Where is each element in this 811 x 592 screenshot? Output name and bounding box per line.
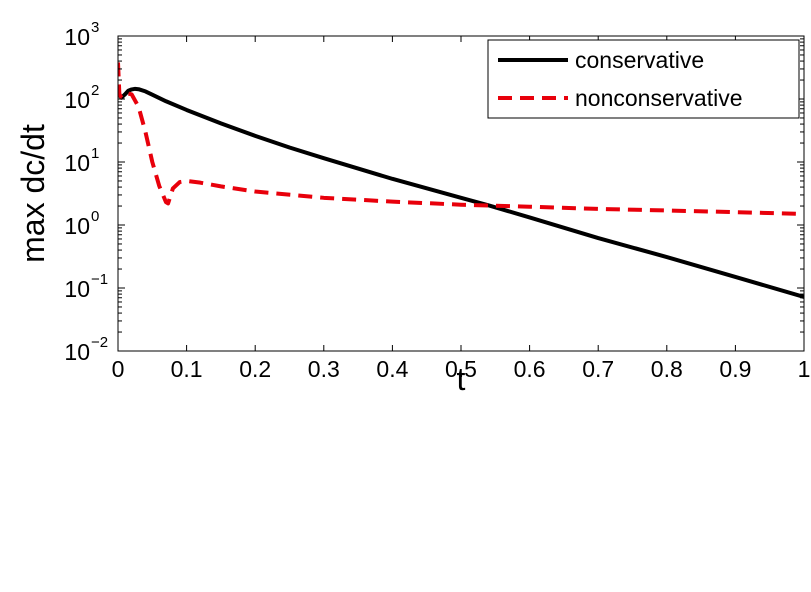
x-tick-label: 0.2 [239,356,271,382]
y-tick-label-exponent: 0 [91,208,99,225]
legend: conservative nonconservative [487,39,800,119]
legend-box [487,39,800,119]
y-tick-label-exponent: 2 [91,82,99,99]
y-tick-label: 10 [64,213,90,239]
y-tick-label: 10 [64,276,90,302]
x-tick-label: 0.1 [171,356,203,382]
y-tick-label-exponent: 3 [91,19,99,36]
x-tick-label: 0.5 [445,356,477,382]
y-axis-label: max dc/dt [15,124,51,263]
legend-label-conservative: conservative [575,47,704,73]
x-tick-label: 0.3 [308,356,340,382]
series-line-nonconservative [118,62,804,216]
x-tick-label: 1 [798,356,811,382]
y-tick-label-exponent: −2 [91,334,108,351]
y-tick-label: 10 [64,87,90,113]
x-tick-label: 0.8 [651,356,683,382]
series-line-conservative [118,86,804,299]
x-tick-label: 0.9 [719,356,751,382]
y-tick-label-exponent: −1 [91,271,108,288]
x-axis-label: t [457,361,466,397]
legend-label-nonconservative: nonconservative [575,85,743,111]
x-tick-label: 0.7 [582,356,614,382]
x-tick-label: 0.4 [376,356,408,382]
y-tick-label: 10 [64,150,90,176]
y-tick-label: 10 [64,24,90,50]
x-tick-label: 0 [112,356,125,382]
x-tick-label: 0.6 [514,356,546,382]
y-tick-label-exponent: 1 [91,145,99,162]
y-tick-label: 10 [64,339,90,365]
